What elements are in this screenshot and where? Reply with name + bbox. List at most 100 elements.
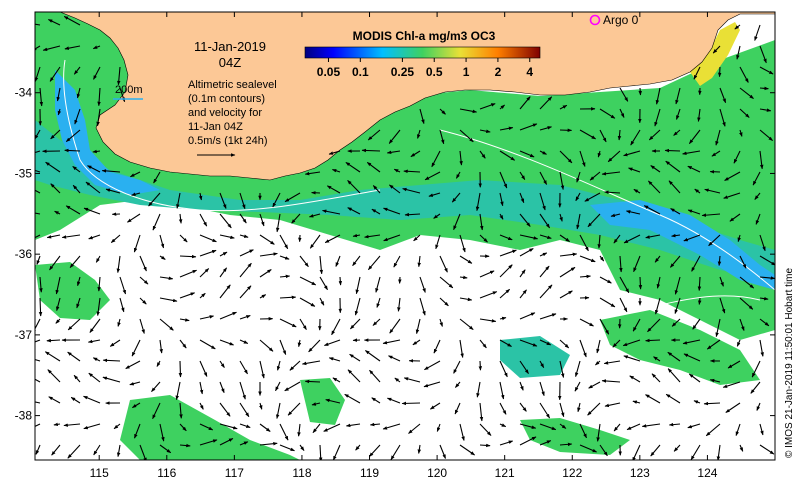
velocity-arrow [133,234,141,253]
velocity-arrow [626,423,641,431]
velocity-arrow [354,297,361,316]
velocity-arrow [239,381,246,400]
velocity-arrow [47,369,61,383]
velocity-arrow [519,360,529,374]
velocity-arrow [119,297,125,313]
velocity-arrow [683,353,701,362]
x-tick-label: 122 [562,466,582,480]
velocity-arrow [35,423,41,427]
velocity-arrow [88,372,101,383]
velocity-arrow [322,209,341,215]
velocity-arrow [619,255,623,273]
velocity-arrow [539,126,552,131]
velocity-arrow [125,360,141,370]
velocity-arrow [117,66,121,86]
velocity-arrow [159,255,166,260]
velocity-arrow [654,255,661,263]
velocity-arrow [239,402,250,418]
velocity-arrow [691,255,701,272]
velocity-arrow [632,318,641,332]
velocity-arrow [92,149,101,154]
velocity-arrow [729,213,741,222]
velocity-arrow [38,297,43,317]
velocity-arrow [647,318,661,333]
velocity-arrow [499,126,514,131]
velocity-arrow [519,248,534,257]
velocity-arrow [199,360,208,377]
velocity-arrow [599,444,608,457]
velocity-arrow [83,395,101,404]
velocity-arrow [622,339,641,347]
velocity-arrow [539,423,557,431]
velocity-arrow [319,276,328,291]
velocity-arrow [159,297,178,303]
annotation-line: and velocity for [188,107,262,119]
velocity-arrow [723,192,741,199]
velocity-arrow [519,213,531,227]
velocity-arrow [127,213,141,223]
velocity-arrow [297,423,301,437]
colorbar-tick-label: 0.25 [391,65,415,79]
velocity-arrow [739,444,744,452]
velocity-arrow [239,423,251,429]
argo-marker [589,14,601,26]
velocity-arrow [612,339,621,348]
velocity-arrow [539,213,551,229]
velocity-arrow [275,381,281,392]
velocity-arrow [355,444,361,451]
velocity-arrow [454,381,461,388]
velocity-arrow [386,397,401,404]
velocity-arrow [67,318,81,331]
velocity-arrow [439,108,446,115]
velocity-arrow [199,339,216,350]
velocity-arrow [645,234,661,239]
velocity-arrow [199,402,204,410]
velocity-arrow [259,294,267,299]
velocity-arrow [179,234,188,243]
velocity-arrow [499,360,508,378]
velocity-arrow [575,192,581,202]
velocity-arrow [239,213,247,224]
velocity-arrow [756,402,761,411]
velocity-arrow [366,161,381,173]
velocity-arrow [499,440,514,446]
velocity-arrow [36,255,41,265]
velocity-arrow [759,255,775,266]
velocity-arrow [579,150,586,167]
velocity-arrow [54,210,61,215]
velocity-arrow [479,103,496,110]
velocity-arrow [371,208,381,215]
velocity-arrow [519,150,535,158]
velocity-arrow [579,423,587,439]
velocity-arrow [736,339,741,347]
velocity-arrow [584,192,601,202]
velocity-arrow [93,66,101,80]
velocity-arrow [397,297,401,312]
velocity-arrow [736,45,741,60]
velocity-arrow [198,192,203,201]
chl-patch-teal [35,120,775,280]
velocity-arrow [318,444,323,460]
chl-patch-coast-yellow [690,22,740,86]
velocity-arrow [669,255,681,268]
velocity-arrow [42,45,61,52]
velocity-arrow [372,318,381,326]
velocity-arrow [102,358,121,363]
velocity-arrow [116,255,121,274]
velocity-arrow [587,402,601,416]
velocity-arrow [682,150,701,155]
chl-patch-south-1 [35,262,110,320]
velocity-arrow [559,423,567,429]
velocity-arrow [693,400,701,404]
velocity-arrow [499,381,505,400]
velocity-arrow [332,377,341,383]
velocity-arrow [599,129,607,143]
velocity-arrow [345,423,361,428]
velocity-arrow [587,213,601,228]
date-line-2: 04Z [219,55,241,70]
velocity-arrow [289,360,301,371]
velocity-arrow [613,234,621,244]
velocity-arrow [650,165,661,173]
velocity-arrow [739,108,750,118]
velocity-arrow [199,249,217,257]
